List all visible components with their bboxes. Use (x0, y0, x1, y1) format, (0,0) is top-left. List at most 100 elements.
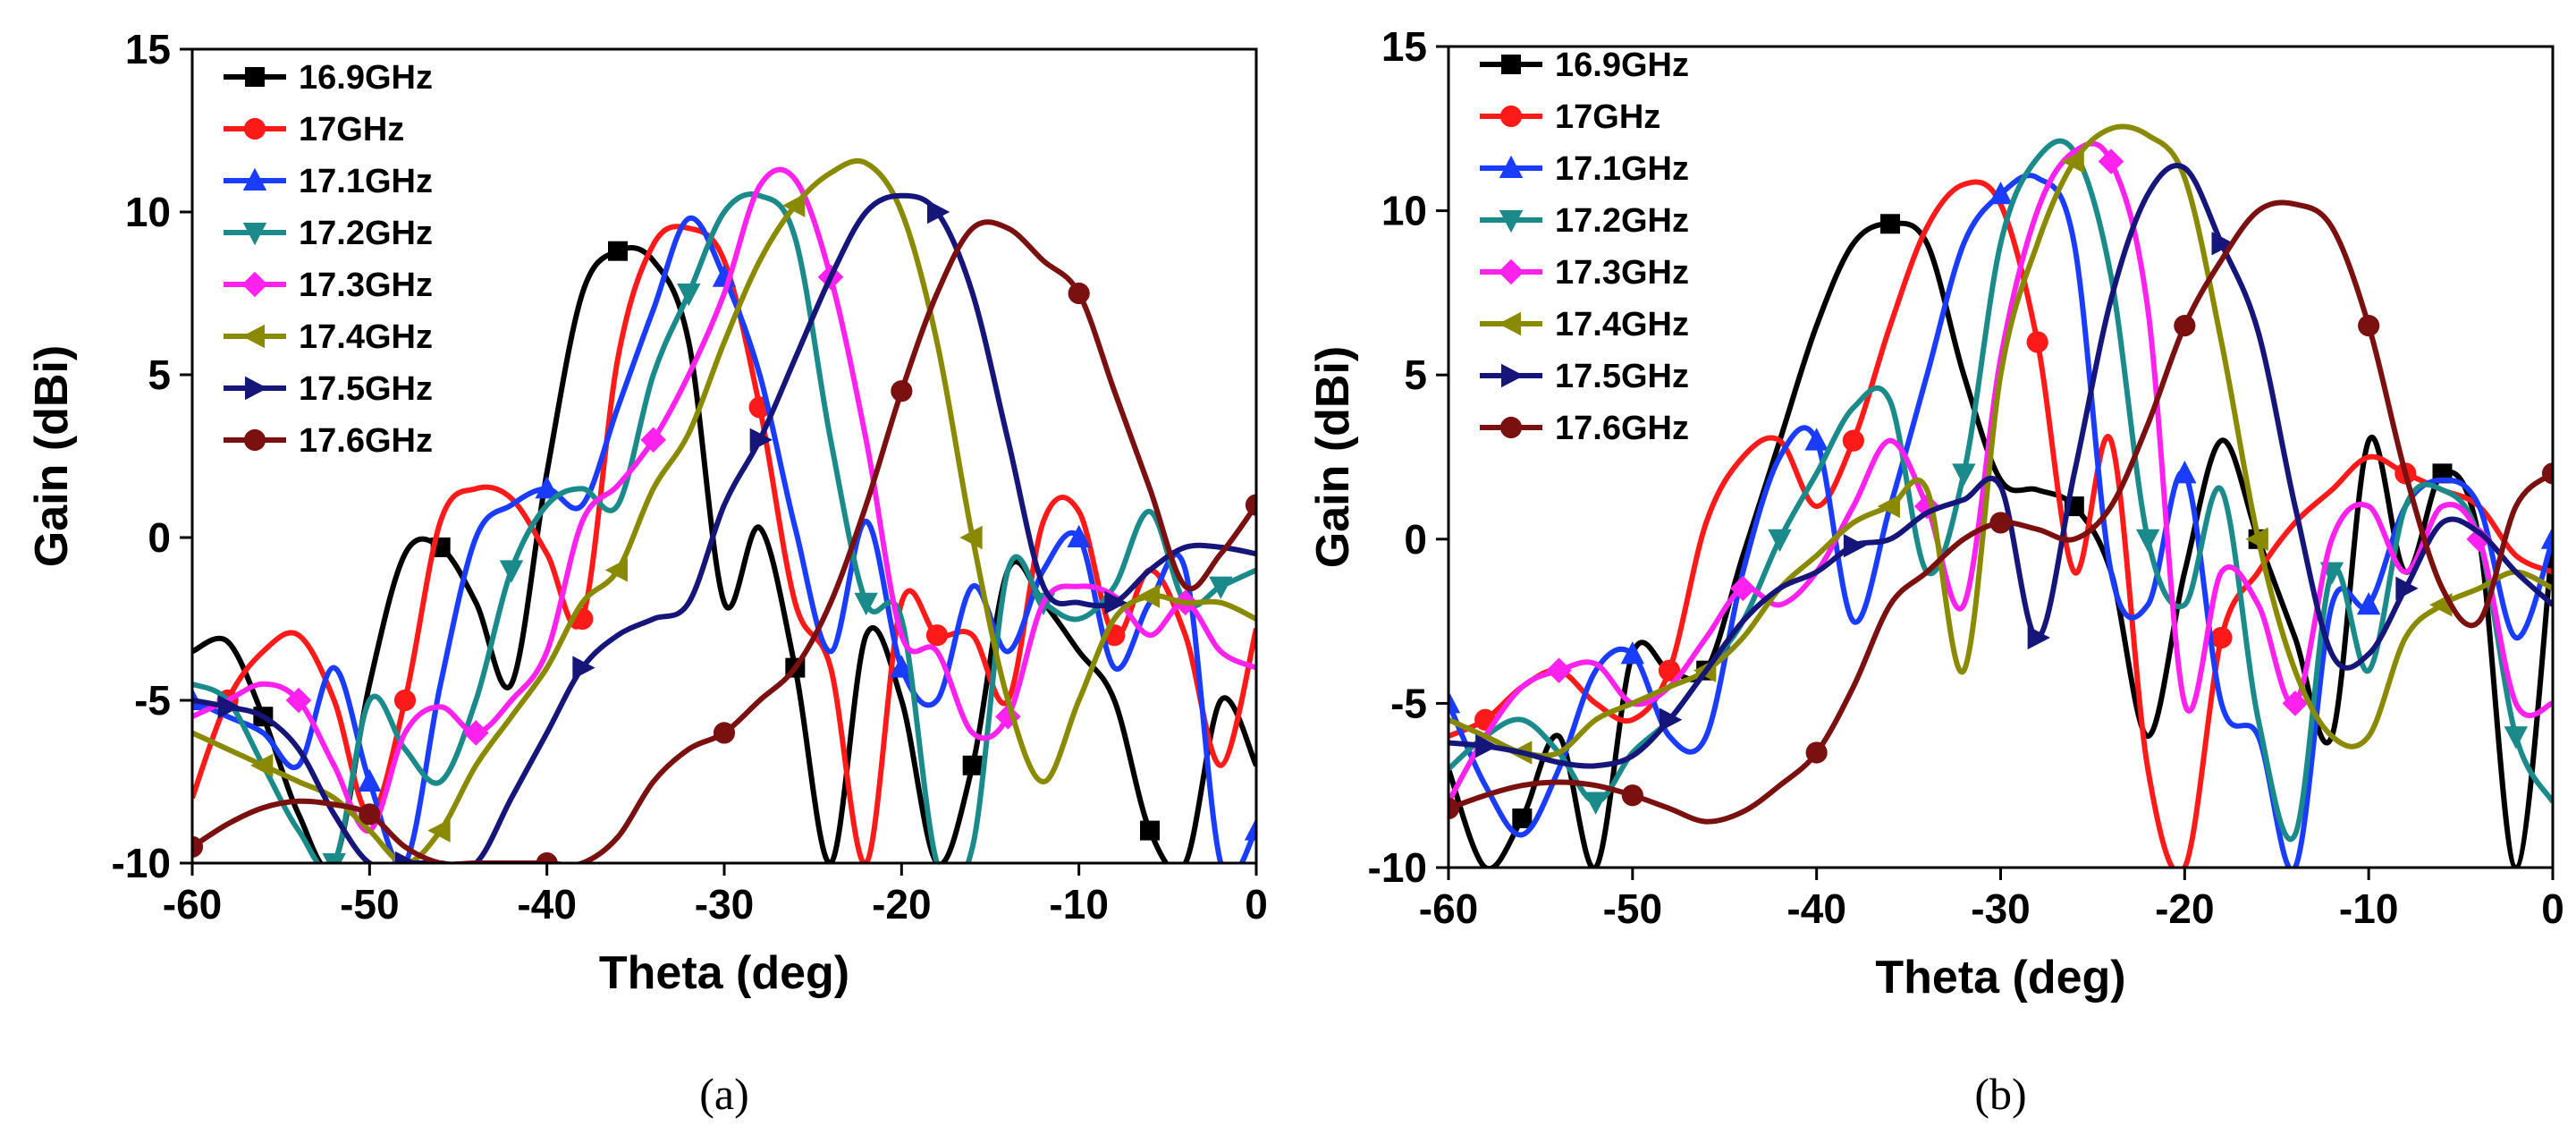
data-point (2504, 726, 2528, 749)
legend-label: 17.4GHz (299, 318, 433, 356)
legend-label: 16.9GHz (1555, 47, 1689, 84)
data-point (1622, 784, 1643, 806)
legend-item: 17.2GHz (1480, 202, 1689, 240)
legend: 16.9GHz 17GHz 17.1GHz 17.2GHz 17.3GHz 17.4GHz… (224, 59, 433, 460)
y-tick-label: 10 (125, 189, 171, 235)
legend-item: 17GHz (1480, 98, 1660, 136)
x-tick-label: -60 (163, 881, 222, 927)
x-tick-label: -50 (1603, 885, 1662, 932)
legend-label: 17.5GHz (299, 370, 433, 408)
y-tick-label: 0 (1404, 516, 1427, 563)
legend-marker (1499, 259, 1524, 285)
data-point (927, 200, 950, 224)
legend-item: 17.4GHz (224, 318, 433, 356)
chart-panel-b: -60 -50 -40 -30 -20 -10 0 -10 -5 0 5 10 15 Gain (dBi… (1288, 0, 2576, 1135)
data-point (1068, 283, 1090, 304)
data-point (500, 560, 523, 582)
legend-item: 17.1GHz (1480, 150, 1689, 188)
panel-caption: (a) (699, 1069, 749, 1119)
y-tick-label: -10 (1368, 844, 1427, 891)
x-tick-label: 0 (1245, 881, 1268, 927)
legend-item: 17.6GHz (224, 422, 433, 460)
data-point (322, 853, 345, 876)
legend-item: 17.5GHz (224, 370, 433, 408)
legend-marker (1500, 417, 1522, 438)
data-point (2136, 529, 2159, 552)
legend-label: 17.2GHz (1555, 202, 1689, 240)
legend-label: 17.2GHz (299, 215, 433, 252)
y-tick-label: 5 (148, 352, 171, 398)
chart-a-svg: -60 -50 -40 -30 -20 -10 0-10-5051015 Gain (dBi… (0, 0, 1288, 1135)
x-tick-label: -10 (2339, 885, 2398, 932)
y-tick-label: 5 (1404, 352, 1427, 398)
legend-marker (242, 325, 265, 348)
data-point (358, 769, 381, 792)
legend-label: 17.6GHz (299, 422, 433, 460)
legend-label: 17.6GHz (1555, 410, 1689, 447)
y-tick-label: -10 (112, 840, 171, 886)
legend-marker (242, 272, 268, 298)
legend-marker (1501, 55, 1521, 74)
series-17.1GHz (181, 218, 1268, 877)
legend-item: 16.9GHz (224, 59, 433, 97)
legend-marker (245, 67, 265, 87)
legend-label: 17.5GHz (1555, 358, 1689, 395)
data-point (1512, 809, 1532, 828)
legend-label: 17.1GHz (299, 163, 433, 200)
panel-caption: (b) (1974, 1069, 2026, 1119)
x-tick-label: -50 (340, 881, 399, 927)
data-point (714, 722, 735, 743)
x-axis-label: Theta (deg) (1875, 952, 2125, 1004)
data-point (926, 624, 948, 646)
legend-marker (244, 118, 266, 140)
legend-item: 17.6GHz (1480, 410, 1689, 447)
y-tick-label: 15 (125, 26, 171, 72)
data-point (1844, 534, 1866, 557)
legend-item: 16.9GHz (1480, 47, 1689, 84)
legend-marker (244, 429, 266, 451)
y-tick-label: -5 (134, 677, 171, 724)
legend-item: 17.3GHz (224, 267, 433, 304)
data-point (2173, 461, 2196, 483)
y-axis-label: Gain (dBi) (26, 345, 78, 567)
data-point (1952, 463, 1975, 486)
legend-label: 17.1GHz (1555, 150, 1689, 188)
legend-marker (1500, 106, 1522, 127)
x-tick-label: -30 (695, 881, 754, 927)
y-tick-label: 15 (1381, 23, 1427, 70)
x-axis-label: Theta (deg) (599, 947, 849, 999)
data-point (394, 690, 416, 711)
legend-label: 17.3GHz (299, 267, 433, 304)
legend-marker (1499, 312, 1521, 335)
x-tick-label: -20 (2155, 885, 2214, 932)
data-point (2174, 315, 2195, 336)
legend-label: 17GHz (1555, 98, 1660, 136)
legend-item: 17.1GHz (224, 163, 433, 200)
y-axis-label: Gain (dBi) (1307, 346, 1359, 568)
legend-item: 17GHz (224, 111, 404, 148)
y-tick-label: 10 (1381, 188, 1427, 234)
data-point (608, 241, 628, 261)
legend-marker (245, 377, 267, 400)
legend-label: 17.4GHz (1555, 306, 1689, 343)
legend-label: 16.9GHz (299, 59, 433, 97)
x-tick-label: -40 (1786, 885, 1845, 932)
x-tick-label: -40 (517, 881, 576, 927)
data-point (2358, 315, 2379, 336)
data-point (2027, 331, 2048, 352)
data-point (1140, 821, 1160, 841)
legend-label: 17.3GHz (1555, 254, 1689, 292)
chart-panel-a: -60 -50 -40 -30 -20 -10 0 -10 -5 0 5 10 15 Gain (dBi… (0, 0, 1288, 1135)
legend-label: 17GHz (299, 111, 404, 148)
legend-item: 17.3GHz (1480, 254, 1689, 292)
x-tick-label: -10 (1049, 881, 1108, 927)
data-point (1806, 741, 1828, 763)
data-point (1880, 214, 1900, 233)
data-point (963, 756, 983, 775)
y-tick-label: -5 (1390, 680, 1427, 726)
legend-item: 17.2GHz (224, 215, 433, 252)
x-tick-label: 0 (2541, 885, 2564, 932)
data-point (359, 803, 380, 825)
legend-marker (1501, 364, 1524, 387)
data-point (1989, 512, 2011, 533)
